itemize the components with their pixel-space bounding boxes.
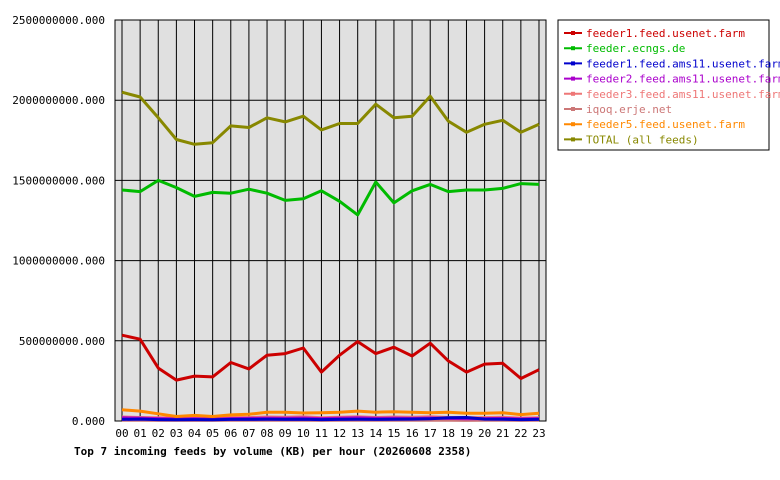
- x-tick-label: 04: [188, 427, 202, 440]
- legend-marker: [571, 31, 575, 35]
- series-line: [121, 178, 540, 217]
- y-tick-label: 2500000000.000: [12, 14, 105, 27]
- legend-label: feeder.ecngs.de: [586, 42, 685, 55]
- series-line: [121, 90, 540, 146]
- x-tick-label: 10: [297, 427, 310, 440]
- x-tick-label: 15: [387, 427, 400, 440]
- x-tick-label: 02: [152, 427, 165, 440]
- legend-marker: [571, 91, 575, 96]
- x-tick-label: 12: [333, 427, 346, 440]
- plot-area: [114, 19, 547, 422]
- series-line: [121, 408, 540, 418]
- x-axis-ticks: 00 01 02 03 04 05 06 07 08 09 10 11 12 13 14 15 16 17 18 19…: [115, 427, 545, 440]
- x-tick-label: 01: [134, 427, 147, 440]
- y-tick-label: 500000000.000: [19, 335, 105, 348]
- legend-box: [557, 19, 770, 151]
- y-tick-label: 2000000000.000: [12, 94, 105, 107]
- legend-label: feeder2.feed.ams11.usenet.farm: [586, 73, 780, 86]
- x-tick-label: 05: [206, 427, 219, 440]
- legend-label: feeder5.feed.usenet.farm: [586, 118, 745, 131]
- y-axis-ticks: 0.000 500000000.000 1000000000.000 15000000…: [12, 14, 105, 428]
- x-tick-label: 07: [242, 427, 255, 440]
- series-lines: [121, 90, 540, 422]
- legend-label: feeder1.feed.usenet.farm: [586, 27, 745, 40]
- series-line: [121, 333, 540, 382]
- x-tick-label: 14: [369, 427, 383, 440]
- x-tick-label: 19: [460, 427, 473, 440]
- x-tick-label: 13: [351, 427, 364, 440]
- legend-label: feeder3.feed.ams11.usenet.farm: [586, 88, 780, 101]
- y-tick-label: 0.000: [72, 415, 105, 428]
- x-tick-label: 16: [405, 427, 418, 440]
- chart-title: Top 7 incoming feeds by volume (KB) per …: [74, 445, 471, 458]
- y-tick-label: 1000000000.000: [12, 255, 105, 268]
- x-tick-label: 18: [442, 427, 455, 440]
- x-tick-label: 22: [514, 427, 527, 440]
- legend-label: TOTAL (all feeds): [586, 133, 699, 146]
- plot-background: [114, 19, 547, 422]
- legend-label: iqoq.erje.net: [586, 103, 672, 116]
- x-tick-label: 21: [496, 427, 509, 440]
- y-tick-label: 1500000000.000: [12, 174, 105, 187]
- legend-marker: [571, 122, 575, 127]
- legend-marker: [571, 46, 575, 51]
- x-tick-label: 00: [115, 427, 128, 440]
- legend-label: feeder1.feed.ams11.usenet.farm: [586, 57, 780, 70]
- legend-marker: [571, 107, 575, 111]
- x-tick-label: 03: [170, 427, 183, 440]
- x-tick-label: 09: [279, 427, 292, 440]
- x-tick-label: 17: [424, 427, 437, 440]
- legend: feeder1.feed.usenet.farm feeder.ecngs.de f…: [557, 19, 780, 151]
- x-tick-label: 08: [260, 427, 273, 440]
- series-line: [121, 416, 540, 422]
- x-tick-label: 06: [224, 427, 237, 440]
- legend-marker: [571, 76, 575, 81]
- legend-marker: [571, 61, 575, 66]
- x-tick-label: 11: [315, 427, 328, 440]
- legend-marker: [571, 137, 575, 142]
- x-tick-label: 20: [478, 427, 491, 440]
- x-tick-label: 23: [532, 427, 545, 440]
